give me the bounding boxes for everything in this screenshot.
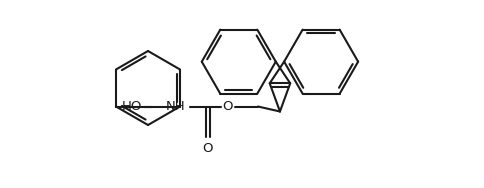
- Text: O: O: [223, 100, 233, 113]
- Text: HO: HO: [121, 100, 142, 113]
- Text: O: O: [203, 142, 213, 155]
- Text: NH: NH: [166, 100, 186, 113]
